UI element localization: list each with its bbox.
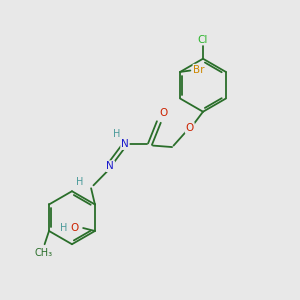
Text: N: N [106,161,114,171]
Text: O: O [70,223,78,233]
Text: CH₃: CH₃ [35,248,53,258]
Text: Cl: Cl [198,34,208,45]
Text: O: O [159,108,167,118]
Text: O: O [186,123,194,133]
Text: N: N [121,139,129,149]
Text: Br: Br [194,64,205,75]
Text: H: H [76,177,83,188]
Text: H: H [60,223,68,233]
Text: H: H [113,129,120,139]
